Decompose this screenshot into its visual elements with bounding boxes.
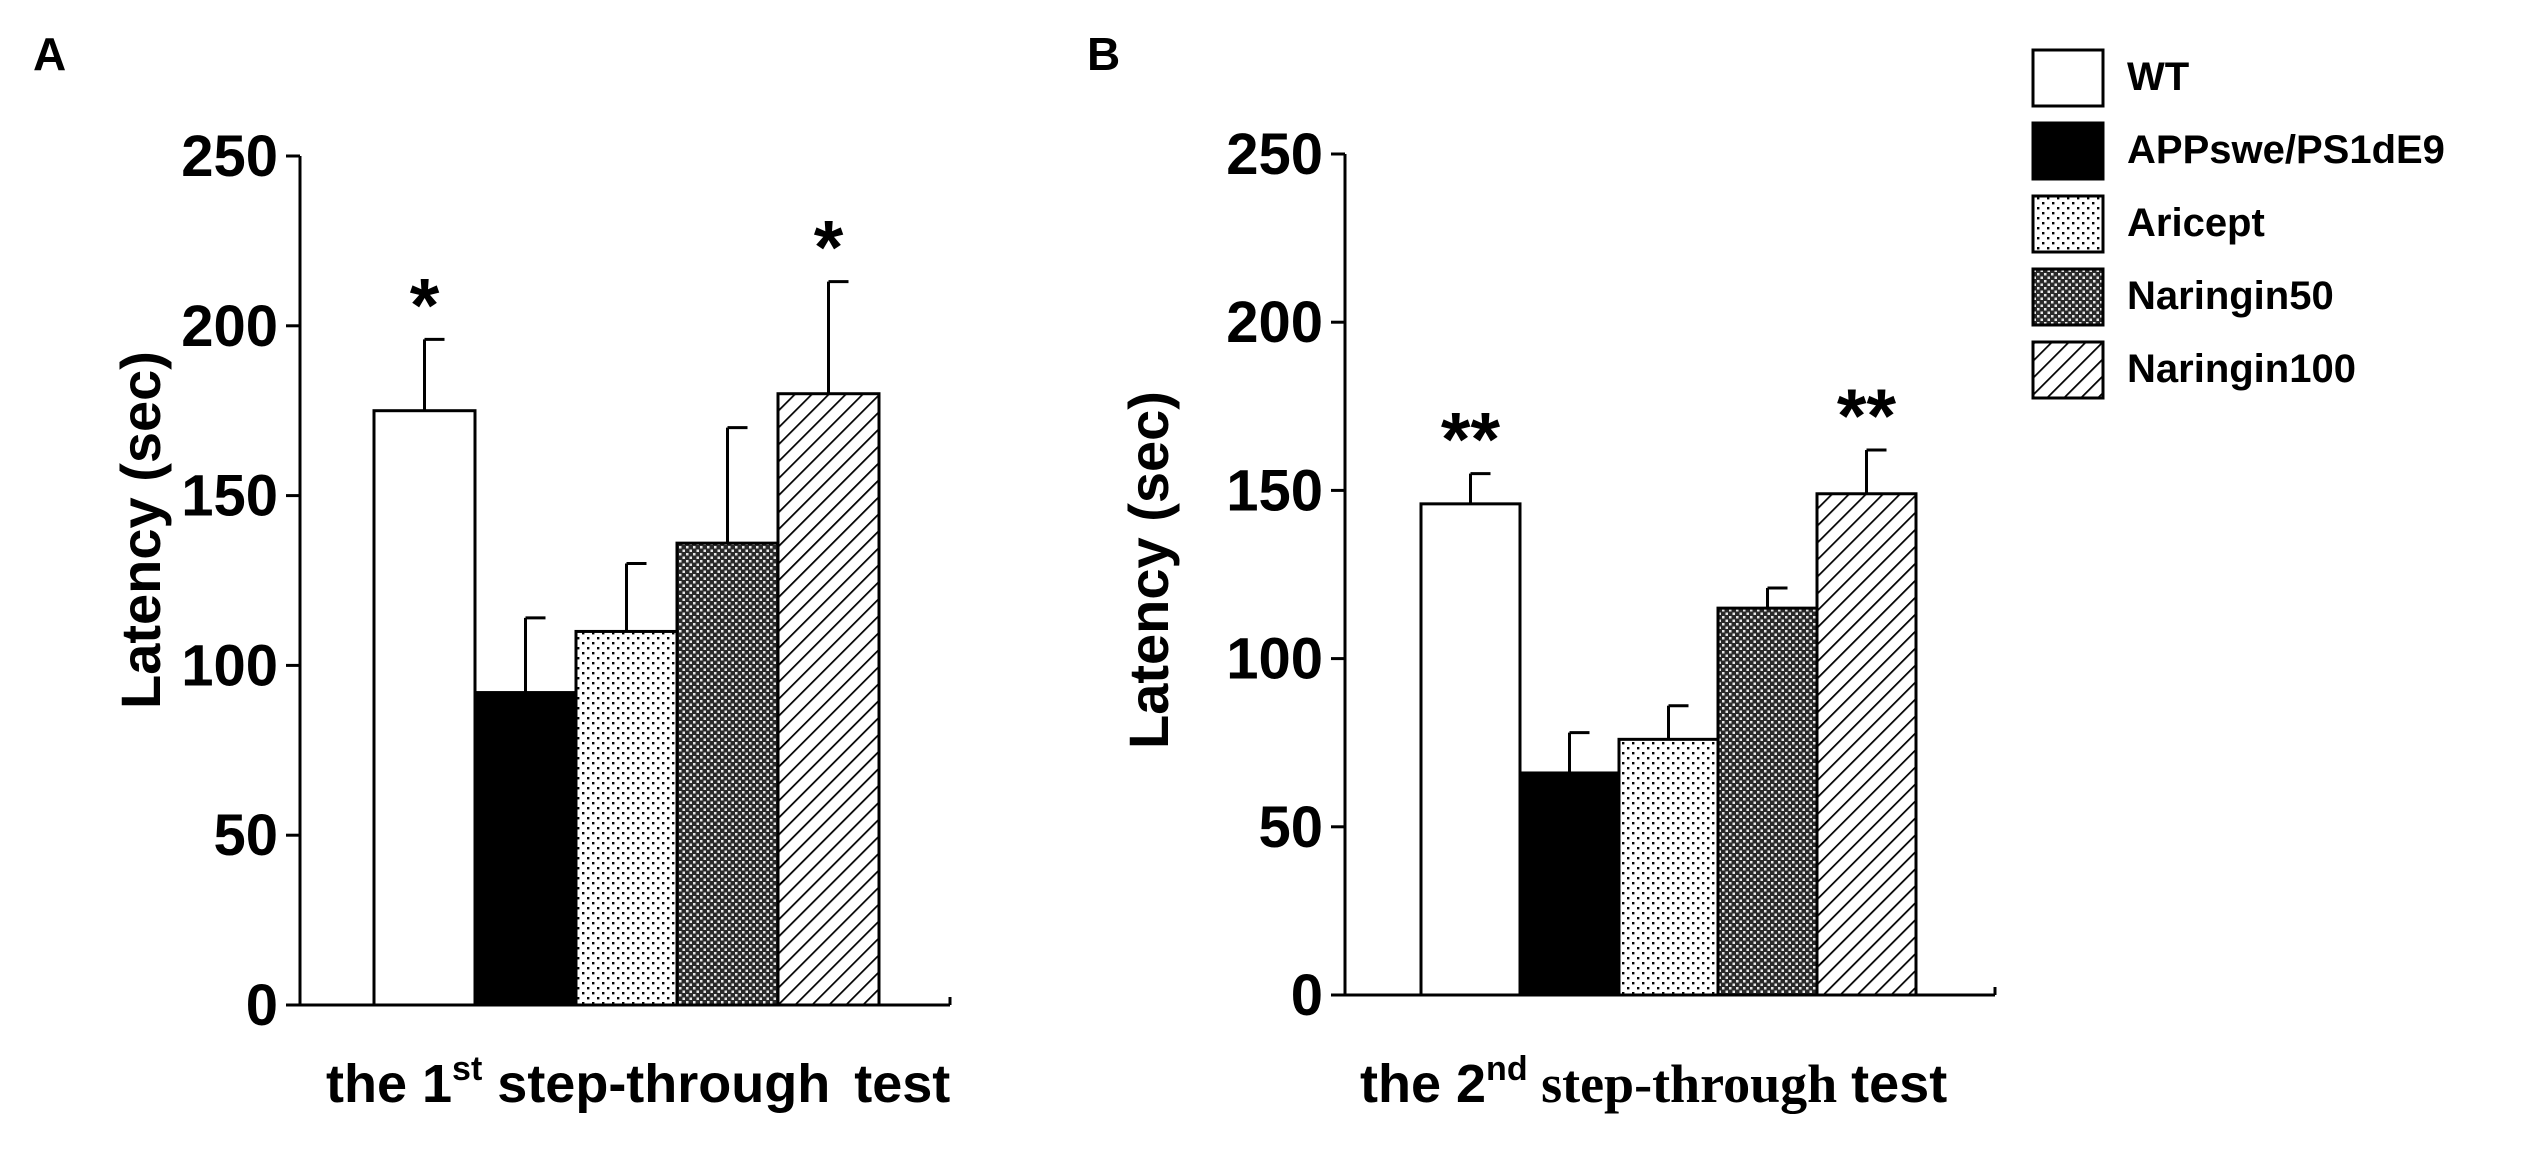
panel-b-y-tick-label-2: 100: [1226, 627, 1323, 692]
legend-swatch-2: [2031, 194, 2105, 254]
panel-b-x-label-middle: step-through: [1528, 1054, 1838, 1114]
panel-a-x-label-middle: step-through: [482, 1054, 830, 1114]
panel-b-y-tick-label-5: 250: [1226, 122, 1323, 187]
panel-b-bar-0: [1419, 502, 1522, 997]
panel-letter-a: A: [33, 28, 66, 80]
panel-b-significance-4: **: [1837, 374, 1897, 459]
panel-b-y-tick-label-4: 200: [1226, 290, 1323, 355]
panel-b-y-tick-label-1: 50: [1258, 795, 1323, 860]
panel-a-y-tick-label-0: 0: [246, 973, 278, 1038]
panel-a-x-axis-label: the 1st step-through test: [326, 1050, 950, 1114]
panel-b-x-label-prefix: the 2: [1360, 1054, 1486, 1114]
legend-swatch-1: [2031, 121, 2105, 181]
panel-b-y-axis-label: Latency (sec): [1117, 391, 1180, 749]
legend-label-4: Naringin100: [2127, 347, 2356, 391]
panel-a-y-tick-label-4: 200: [181, 294, 278, 359]
legend-label-2: Aricept: [2127, 201, 2265, 245]
panel-b-y-tick-label-3: 150: [1226, 458, 1323, 523]
panel-b-bar-2: [1617, 737, 1720, 997]
panel-b-significance-0: **: [1441, 398, 1501, 483]
panel-a-x-label-suffix: test: [854, 1054, 950, 1114]
panel-b-x-label-suffix: test: [1851, 1054, 1947, 1114]
panel-a-y-tick-label-2: 100: [181, 633, 278, 698]
panel-a-significance-4: *: [814, 206, 844, 291]
panel-letter-b: B: [1087, 28, 1120, 80]
panel-a-y-tick-label-3: 150: [181, 464, 278, 529]
panel-a-bar-2: [574, 629, 679, 1007]
legend: WT APPswe/PS1dE9 Aricept Naringin50 Naringin…: [2031, 48, 2445, 400]
legend-label-1: APPswe/PS1dE9: [2127, 128, 2445, 172]
panel-b-bar-1: [1518, 771, 1621, 997]
panel-a-bar-4: [776, 392, 881, 1007]
legend-swatch-4: [2031, 340, 2105, 400]
panel-a-significance-0: *: [410, 263, 440, 348]
panel-b-bar-4: [1815, 492, 1918, 997]
panel-b-y-tick-label-0: 0: [1291, 963, 1323, 1028]
panel-b-bar-3: [1716, 606, 1819, 997]
legend-label-3: Naringin50: [2127, 274, 2334, 318]
legend-label-0: WT: [2127, 55, 2189, 99]
panel-a-bar-3: [675, 541, 780, 1007]
panel-a: Latency (sec) the 1st step-through test *…: [109, 124, 952, 1114]
panel-b-x-label-sup: nd: [1486, 1050, 1528, 1088]
panel-a-y-tick-label-5: 250: [181, 124, 278, 189]
panel-a-x-label-prefix: the 1: [326, 1054, 452, 1114]
legend-swatch-0: [2031, 48, 2105, 108]
panel-a-y-tick-label-1: 50: [213, 803, 278, 868]
panel-b-x-axis-label: the 2nd step-through test: [1360, 1050, 1947, 1114]
panel-b: Latency (sec) the 2nd step-through test *…: [1117, 122, 1997, 1114]
panel-a-y-axis-label: Latency (sec): [109, 351, 172, 709]
panel-a-x-label-sup: st: [452, 1050, 482, 1088]
panel-a-bar-1: [473, 691, 578, 1007]
legend-swatch-3: [2031, 267, 2105, 327]
panel-a-bar-0: [372, 409, 477, 1007]
